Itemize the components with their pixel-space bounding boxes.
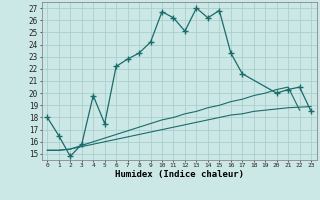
X-axis label: Humidex (Indice chaleur): Humidex (Indice chaleur) [115, 170, 244, 179]
